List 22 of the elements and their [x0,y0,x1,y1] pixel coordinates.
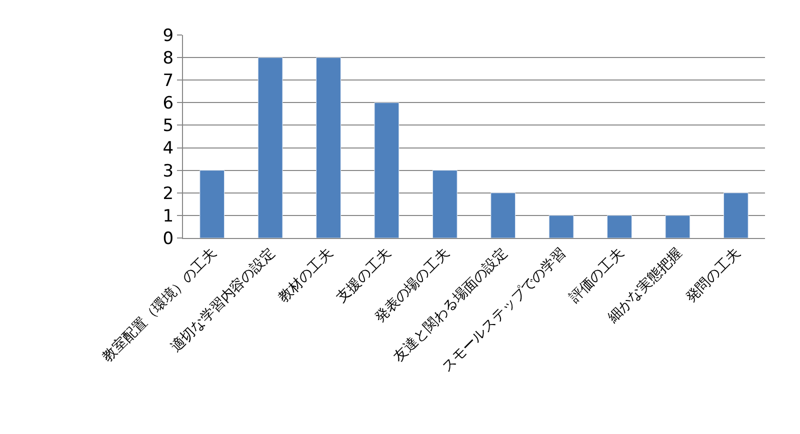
y-tick-label: 4 [162,138,174,159]
bar [258,57,283,238]
bar [548,215,574,238]
y-tick-label: 9 [162,26,174,46]
y-tick-label: 8 [162,48,174,69]
bar [723,192,748,238]
bar [432,170,458,238]
y-tick-label: 5 [162,116,174,136]
y-tick-label: 1 [162,206,174,226]
y-tick-label: 7 [162,71,174,92]
x-tick-label: 教材の工夫 [275,245,336,306]
y-tick-label: 0 [162,228,174,249]
y-tick-label: 2 [162,184,174,204]
x-tick-label: 発問の工夫 [682,245,744,306]
bar [607,215,632,238]
y-tick-label: 3 [162,161,174,182]
bar [665,215,690,238]
bar [374,102,400,238]
bar [490,192,516,238]
y-tick-label: 6 [162,94,174,114]
bar [200,170,225,238]
bar [316,57,341,238]
